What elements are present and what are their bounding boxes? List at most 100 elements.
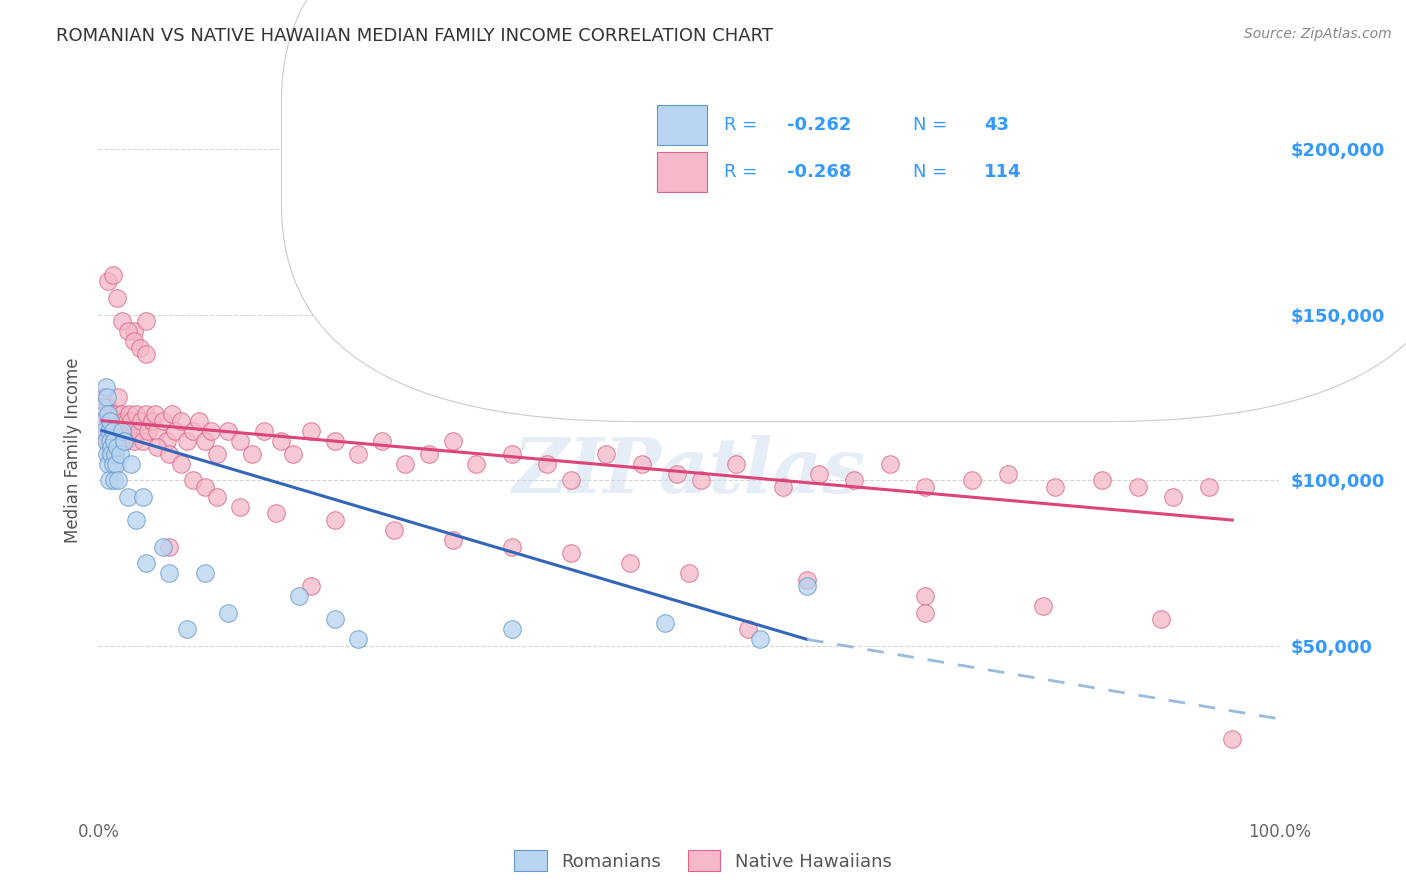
Point bbox=[441, 434, 464, 448]
Point bbox=[112, 414, 135, 428]
Point bbox=[962, 473, 984, 487]
Point bbox=[132, 434, 155, 448]
Point bbox=[98, 424, 121, 438]
Point bbox=[121, 457, 143, 471]
Point bbox=[105, 291, 128, 305]
Point bbox=[689, 473, 711, 487]
Text: Source: ZipAtlas.com: Source: ZipAtlas.com bbox=[1244, 27, 1392, 41]
Point bbox=[666, 467, 689, 481]
Point bbox=[1161, 490, 1184, 504]
Point bbox=[1032, 599, 1054, 614]
Point bbox=[678, 566, 700, 580]
Point bbox=[630, 457, 652, 471]
Point bbox=[737, 623, 759, 637]
Point bbox=[382, 523, 405, 537]
Point bbox=[152, 540, 174, 554]
Point bbox=[156, 434, 179, 448]
Point bbox=[347, 632, 370, 647]
Point bbox=[94, 380, 117, 394]
Point bbox=[725, 457, 748, 471]
Text: -0.268: -0.268 bbox=[787, 163, 852, 181]
Point bbox=[217, 606, 239, 620]
Point bbox=[371, 434, 394, 448]
Point bbox=[264, 507, 287, 521]
Point bbox=[146, 440, 169, 454]
Point bbox=[229, 434, 252, 448]
Point bbox=[654, 615, 676, 630]
Point bbox=[418, 447, 440, 461]
Point bbox=[240, 447, 263, 461]
Point bbox=[165, 424, 187, 438]
Text: ROMANIAN VS NATIVE HAWAIIAN MEDIAN FAMILY INCOME CORRELATION CHART: ROMANIAN VS NATIVE HAWAIIAN MEDIAN FAMIL… bbox=[56, 27, 773, 45]
Point bbox=[152, 414, 174, 428]
Point bbox=[108, 414, 131, 428]
Point bbox=[97, 407, 120, 421]
FancyBboxPatch shape bbox=[657, 105, 707, 145]
Point bbox=[100, 440, 122, 454]
Point bbox=[1091, 473, 1114, 487]
Point bbox=[772, 480, 794, 494]
Point bbox=[110, 434, 132, 448]
Point bbox=[176, 434, 198, 448]
Point bbox=[270, 434, 292, 448]
Point bbox=[103, 434, 125, 448]
Text: -0.262: -0.262 bbox=[787, 116, 852, 135]
Point bbox=[129, 414, 152, 428]
Point bbox=[194, 566, 217, 580]
Point bbox=[1126, 480, 1149, 494]
Point bbox=[170, 457, 193, 471]
Point bbox=[796, 573, 818, 587]
Point bbox=[501, 540, 523, 554]
Point bbox=[101, 457, 124, 471]
Point bbox=[105, 457, 128, 471]
Point bbox=[595, 447, 617, 461]
Point bbox=[1220, 731, 1243, 746]
Point bbox=[93, 424, 115, 438]
Point bbox=[105, 407, 128, 421]
Point bbox=[96, 391, 118, 405]
Point bbox=[299, 579, 322, 593]
Point bbox=[914, 589, 936, 603]
Point bbox=[157, 566, 180, 580]
Point bbox=[143, 407, 166, 421]
Point bbox=[146, 424, 169, 438]
Text: R =: R = bbox=[724, 163, 763, 181]
Point bbox=[111, 314, 134, 328]
Point bbox=[96, 434, 118, 448]
Point bbox=[94, 434, 117, 448]
Point bbox=[97, 401, 120, 415]
Point bbox=[117, 424, 139, 438]
Point bbox=[205, 447, 228, 461]
Point bbox=[98, 434, 121, 448]
Point bbox=[122, 434, 145, 448]
Point bbox=[157, 447, 180, 461]
Point bbox=[288, 589, 311, 603]
Point bbox=[93, 407, 115, 421]
Point bbox=[501, 447, 523, 461]
Point bbox=[194, 480, 217, 494]
Legend: Romanians, Native Hawaiians: Romanians, Native Hawaiians bbox=[508, 843, 898, 879]
Point bbox=[115, 414, 138, 428]
Point bbox=[100, 407, 122, 421]
Point bbox=[157, 540, 180, 554]
Point bbox=[98, 447, 121, 461]
Point bbox=[1043, 480, 1066, 494]
Text: N =: N = bbox=[914, 163, 953, 181]
FancyBboxPatch shape bbox=[281, 0, 1406, 422]
Point bbox=[105, 424, 128, 438]
Point bbox=[103, 473, 125, 487]
Point bbox=[217, 424, 239, 438]
Point bbox=[101, 424, 124, 438]
Point bbox=[323, 434, 346, 448]
Text: N =: N = bbox=[914, 116, 953, 135]
Point bbox=[105, 440, 128, 454]
Point bbox=[112, 434, 135, 448]
Point bbox=[91, 391, 114, 405]
Point bbox=[181, 473, 204, 487]
Point bbox=[200, 424, 222, 438]
Y-axis label: Median Family Income: Median Family Income bbox=[65, 358, 83, 543]
Point bbox=[176, 623, 198, 637]
Point bbox=[107, 473, 129, 487]
Point bbox=[91, 401, 114, 415]
Point bbox=[560, 546, 582, 560]
